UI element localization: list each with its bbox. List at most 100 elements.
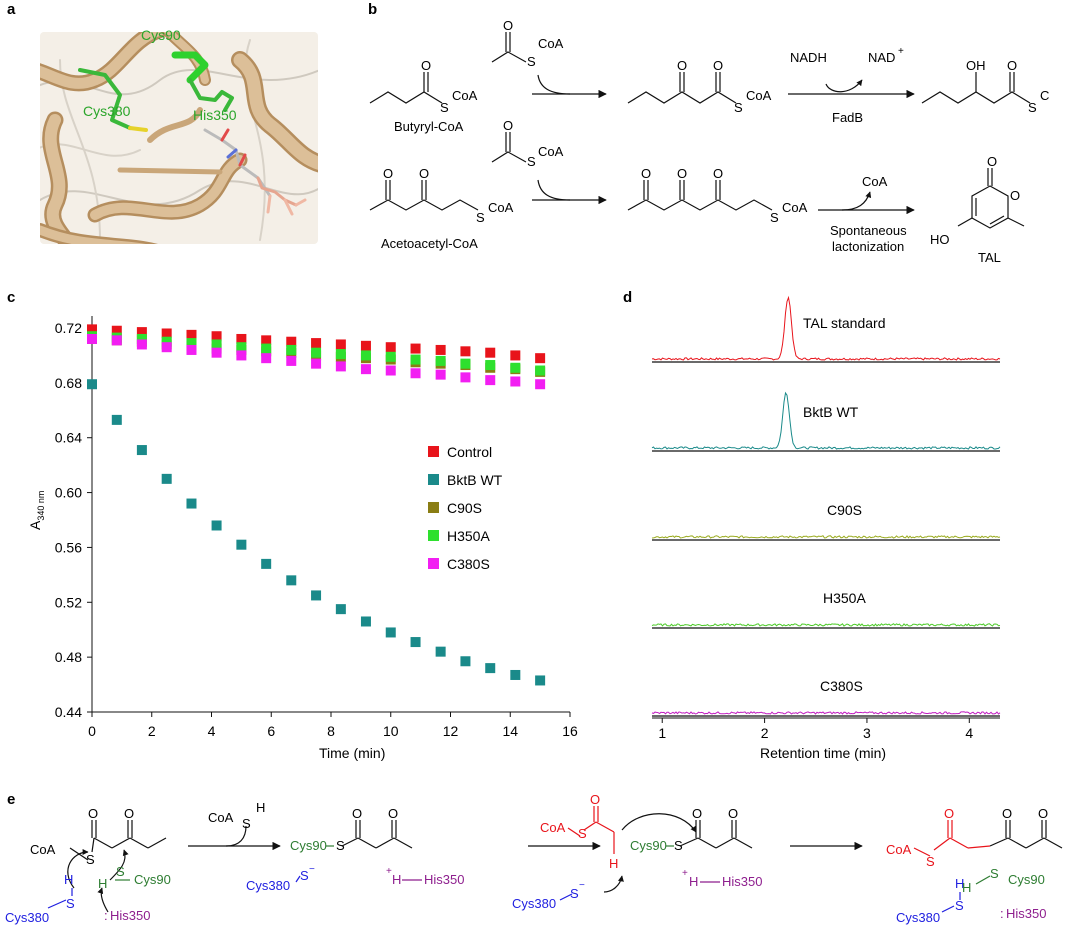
c-point-h350a: [236, 342, 247, 353]
c-x-tick-label: 14: [502, 723, 518, 739]
c-y-tick-label: 0.52: [55, 594, 82, 610]
d-trace-label-bktb-wt: BktB WT: [803, 404, 859, 420]
e-cys90-4: Cys90: [1008, 872, 1045, 887]
c-point-bktb-wt: [535, 675, 546, 686]
e-o6: O: [692, 806, 702, 821]
b-oh: OH: [966, 58, 986, 73]
panel-d-chart: d Retention time (min) 1 2 3 4 TAL standard…: [623, 289, 1001, 761]
c-point-h350a: [311, 347, 322, 358]
c-y-axis-label: A340 nm: [27, 491, 46, 530]
c-point-c380s: [136, 339, 147, 350]
c-point-control: [236, 333, 247, 344]
panel-b-scheme: b: [368, 1, 1049, 265]
e-s6: S: [300, 868, 309, 883]
c-x-tick-label: 12: [443, 723, 459, 739]
d-x-axis-label: Retention time (min): [760, 745, 886, 761]
panel-e-letter: e: [7, 791, 15, 808]
e-o5: O: [590, 792, 600, 807]
b-s2: S: [527, 54, 536, 69]
c-point-control: [435, 344, 446, 355]
c-point-bktb-wt: [211, 520, 222, 531]
c-point-c380s: [311, 358, 322, 369]
d-trace-label-h350a: H350A: [823, 590, 866, 606]
c-point-control: [535, 353, 546, 364]
e-h8: H: [962, 880, 971, 895]
e-cys90-3: Cys90: [630, 838, 667, 853]
d-trace-h350a: [651, 623, 1001, 627]
c-point-h350a: [335, 349, 346, 360]
nad-plus: +: [898, 46, 904, 57]
c-point-h350a: [510, 362, 521, 373]
fadb-label: FadB: [832, 110, 863, 125]
e-s12: S: [990, 866, 999, 881]
c-point-control: [335, 339, 346, 350]
c-point-h350a: [410, 354, 421, 365]
c-point-c380s: [211, 347, 222, 358]
b-s4: S: [1028, 100, 1037, 115]
e-cys380-1: Cys380: [5, 910, 49, 925]
c-point-bktb-wt: [435, 646, 446, 657]
b-s6: S: [527, 154, 536, 169]
c-point-control: [111, 325, 122, 336]
c-point-c380s: [186, 344, 197, 355]
legend-label-c90s: C90S: [447, 500, 482, 516]
d-trace-c380s: [651, 711, 1001, 715]
e-cys380-2: Cys380: [246, 878, 290, 893]
e-h4: H: [392, 872, 401, 887]
tal-ho: HO: [930, 232, 950, 247]
c-point-bktb-wt: [111, 414, 122, 425]
c-point-control: [136, 327, 147, 338]
e-minus2: −: [579, 880, 585, 891]
e-cys90-1: Cys90: [134, 872, 171, 887]
d-trace-bktb-wt: [651, 391, 1001, 450]
e-o2: O: [124, 806, 134, 821]
c-point-h350a: [211, 339, 222, 350]
b-o9: O: [641, 166, 651, 181]
c-point-bktb-wt: [261, 558, 272, 569]
tal-o2: O: [1010, 188, 1020, 203]
c-point-bktb-wt: [510, 669, 521, 680]
e-s1: S: [86, 852, 95, 867]
b-o6: O: [383, 166, 393, 181]
e-h5: H: [609, 856, 618, 871]
c-point-control: [261, 335, 272, 346]
c-point-h350a: [186, 338, 197, 349]
e-minus1: −: [309, 864, 315, 875]
c-point-c380s: [460, 372, 471, 383]
c-x-tick-label: 2: [148, 723, 156, 739]
nadh-label: NADH: [790, 50, 827, 65]
c-point-h350a: [261, 343, 272, 354]
panel-b-letter: b: [368, 1, 377, 18]
e-cys90-2: Cys90: [290, 838, 327, 853]
e-his350-2: His350: [424, 872, 464, 887]
d-x-tick-label: 2: [761, 725, 769, 741]
c-point-control: [286, 336, 297, 347]
b-coa7: CoA: [862, 174, 888, 189]
b-o3: O: [677, 58, 687, 73]
e-cys380-3: Cys380: [512, 896, 556, 911]
c-x-tick-label: 6: [267, 723, 275, 739]
e-o10: O: [1038, 806, 1048, 821]
e-s9: S: [570, 886, 579, 901]
c-point-control: [186, 329, 197, 340]
e-h6: H: [689, 874, 698, 889]
c-point-bktb-wt: [360, 616, 371, 627]
b-o4: O: [713, 58, 723, 73]
c-point-bktb-wt: [161, 473, 172, 484]
c-point-control: [311, 338, 322, 349]
b-s3: S: [734, 100, 743, 115]
c-point-c380s: [410, 368, 421, 379]
tal-label: TAL: [978, 250, 1001, 265]
legend-swatch-bktb-wt: [428, 474, 439, 485]
c-legend: Control BktB WT C90S H350A C380S: [428, 444, 503, 572]
d-trace-label-tal-standard: TAL standard: [803, 315, 886, 331]
panel-a-letter: a: [7, 1, 16, 18]
c-point-c380s: [236, 350, 247, 361]
c-point-h350a: [161, 336, 172, 347]
e-coa4: CoA: [886, 842, 912, 857]
c-point-c380s: [161, 342, 172, 353]
e-coa1: CoA: [30, 842, 56, 857]
c-point-bktb-wt: [136, 445, 147, 456]
c-point-control: [510, 350, 521, 361]
